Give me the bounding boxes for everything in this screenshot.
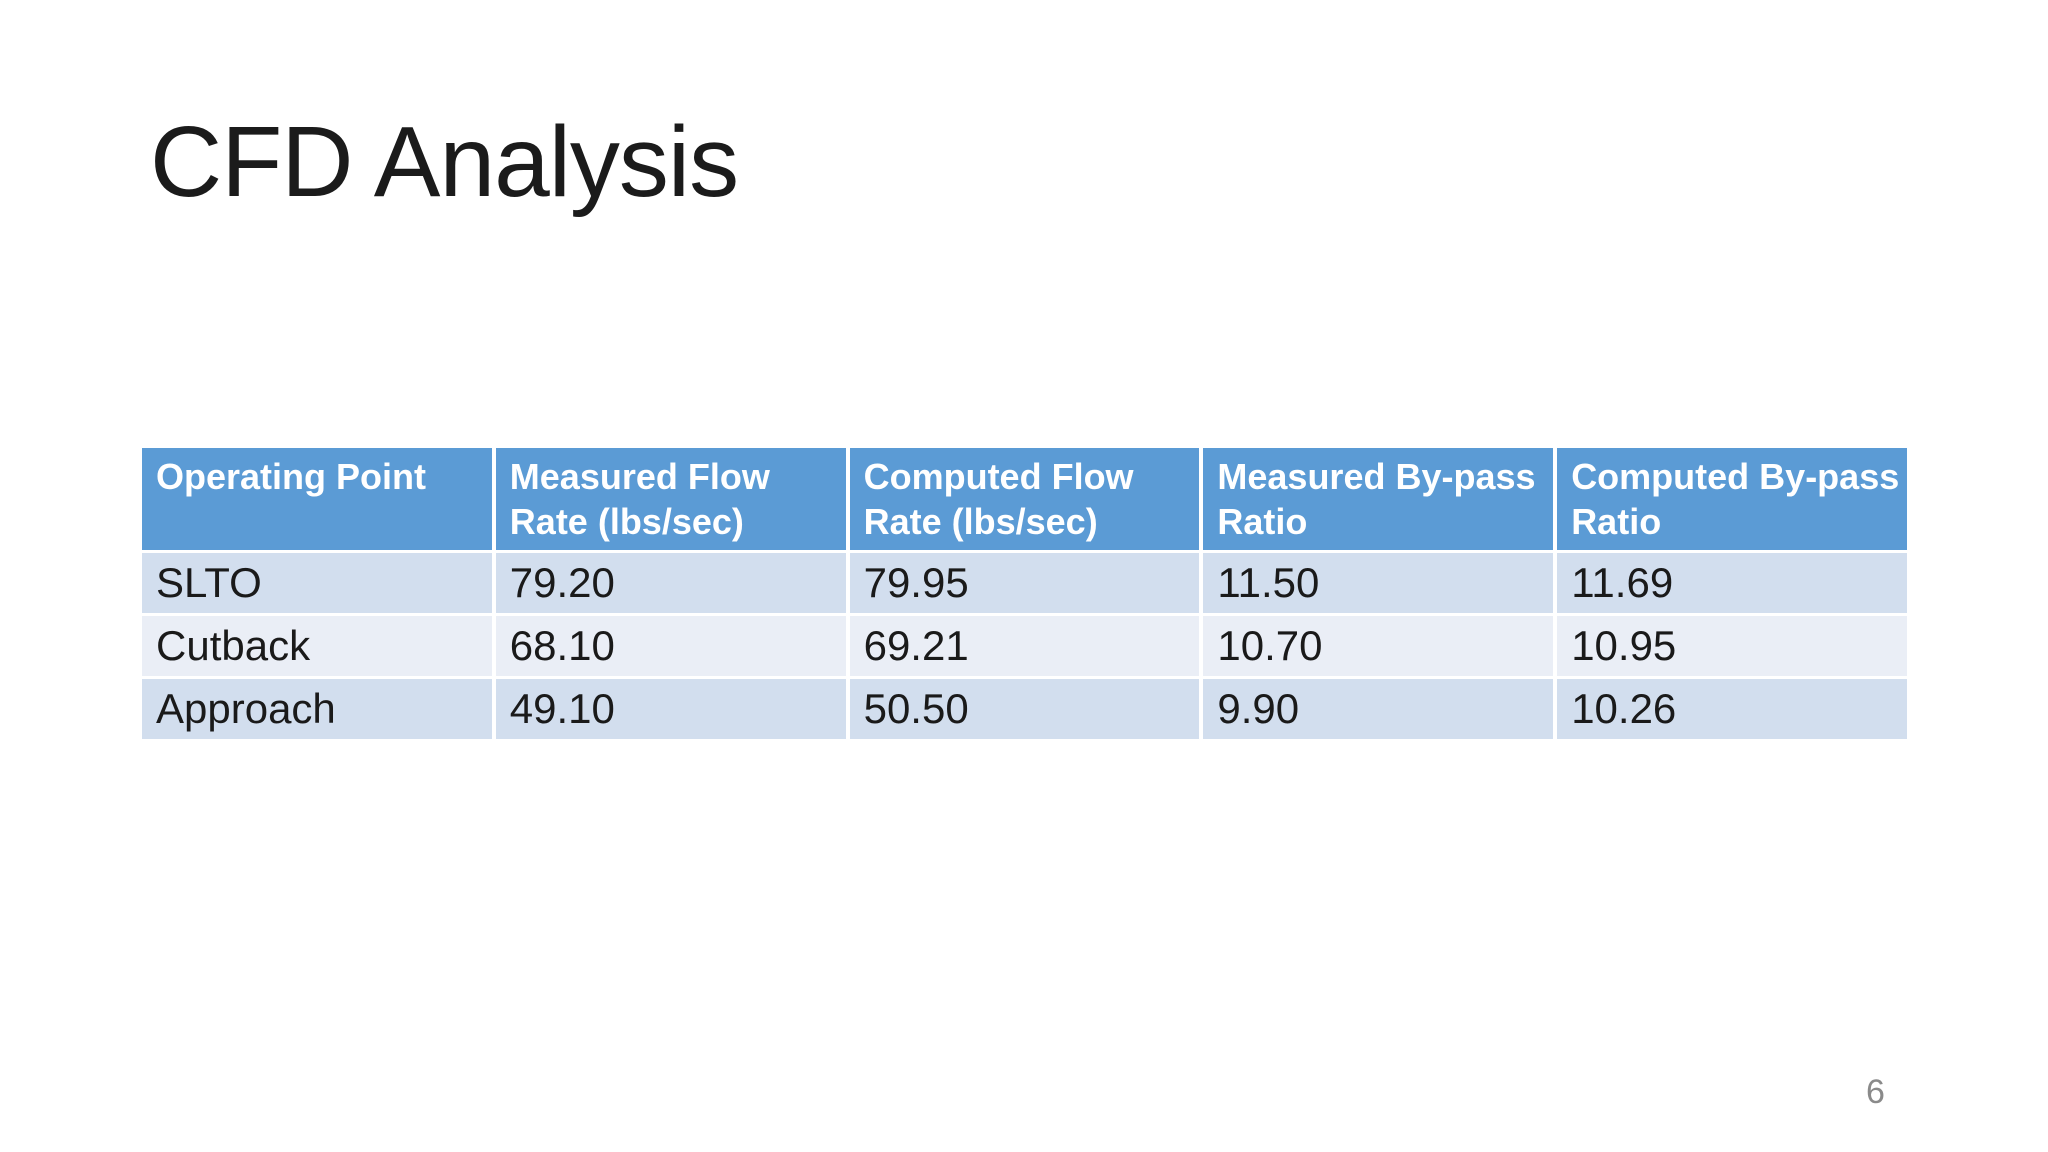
value-cell: 69.21 bbox=[849, 616, 1200, 676]
column-header: Computed By-pass Ratio bbox=[1557, 448, 1907, 550]
column-header: Measured Flow Rate (lbs/sec) bbox=[495, 448, 846, 550]
value-cell: 79.20 bbox=[495, 553, 846, 613]
column-header: Computed Flow Rate (lbs/sec) bbox=[849, 448, 1200, 550]
table-row: Approach 49.10 50.50 9.90 10.26 bbox=[142, 679, 1907, 739]
value-cell: 10.70 bbox=[1203, 616, 1554, 676]
row-label-cell: Cutback bbox=[142, 616, 492, 676]
column-header: Operating Point bbox=[142, 448, 492, 550]
value-cell: 49.10 bbox=[495, 679, 846, 739]
slide-title: CFD Analysis bbox=[150, 106, 739, 218]
header-row: Operating Point Measured Flow Rate (lbs/s… bbox=[142, 448, 1907, 550]
value-cell: 11.50 bbox=[1203, 553, 1554, 613]
row-label-cell: SLTO bbox=[142, 553, 492, 613]
value-cell: 50.50 bbox=[849, 679, 1200, 739]
table-body: SLTO 79.20 79.95 11.50 11.69 Cutback 68.10 69.2… bbox=[142, 553, 1907, 739]
value-cell: 11.69 bbox=[1557, 553, 1907, 613]
cfd-results-table: Operating Point Measured Flow Rate (lbs/s… bbox=[138, 445, 1911, 742]
table-row: Cutback 68.10 69.21 10.70 10.95 bbox=[142, 616, 1907, 676]
column-header: Measured By-pass Ratio bbox=[1203, 448, 1554, 550]
value-cell: 10.95 bbox=[1557, 616, 1907, 676]
row-label-cell: Approach bbox=[142, 679, 492, 739]
value-cell: 68.10 bbox=[495, 616, 846, 676]
table-row: SLTO 79.20 79.95 11.50 11.69 bbox=[142, 553, 1907, 613]
value-cell: 9.90 bbox=[1203, 679, 1554, 739]
value-cell: 79.95 bbox=[849, 553, 1200, 613]
value-cell: 10.26 bbox=[1557, 679, 1907, 739]
page-number: 6 bbox=[1866, 1073, 1885, 1111]
